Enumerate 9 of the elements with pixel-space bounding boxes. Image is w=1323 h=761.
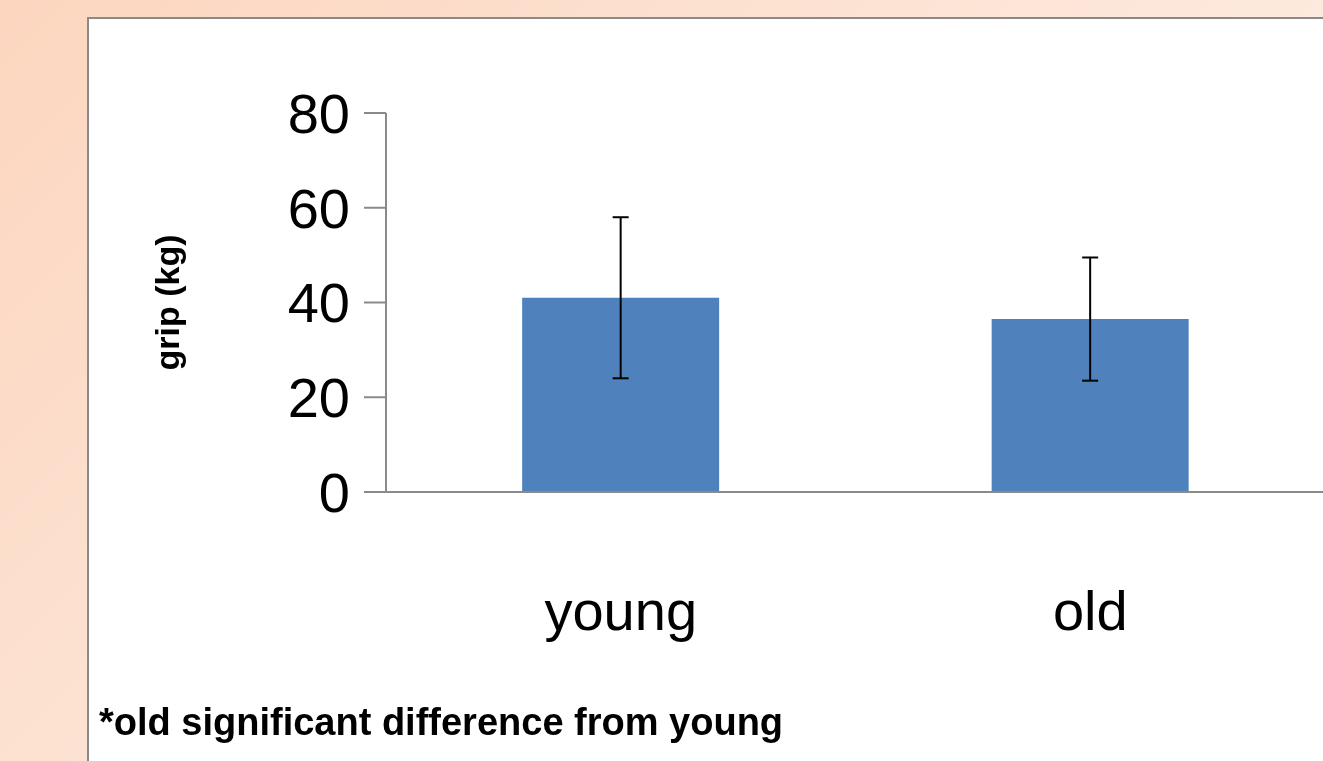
- y-tick-label: 80: [287, 81, 350, 145]
- x-tick-label: old: [1052, 578, 1128, 642]
- y-tick-label: 20: [287, 366, 350, 430]
- y-tick-label: 0: [318, 460, 350, 524]
- x-tick-label: young: [544, 578, 698, 642]
- y-tick-label: 60: [287, 176, 350, 240]
- y-axis-title: grip (kg): [148, 234, 186, 371]
- y-tick-label: 40: [287, 271, 350, 335]
- text: *old significant difference from young: [99, 701, 784, 744]
